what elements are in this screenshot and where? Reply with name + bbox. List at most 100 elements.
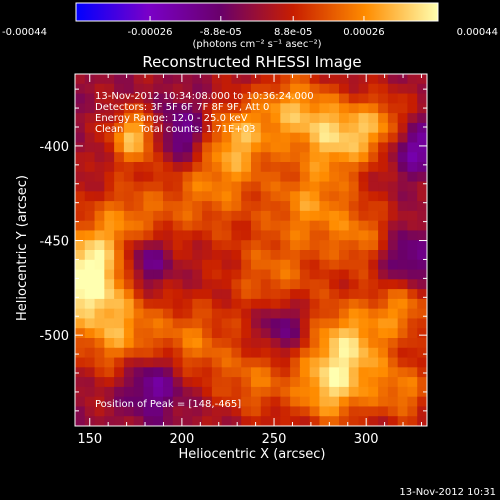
heatmap-cell <box>378 191 389 202</box>
heatmap-cell <box>182 240 193 251</box>
heatmap-cell <box>309 406 321 417</box>
heatmap-cell <box>407 396 418 408</box>
heatmap-cell <box>290 142 301 153</box>
heatmap-cell <box>358 181 369 192</box>
heatmap-cell <box>348 191 360 202</box>
heatmap-cell <box>192 298 203 310</box>
heatmap-cell <box>192 367 203 378</box>
heatmap-cell <box>309 347 321 359</box>
heatmap-cell <box>202 181 213 192</box>
heatmap-cell <box>417 377 427 388</box>
heatmap-cell <box>348 406 360 417</box>
heatmap-cell <box>251 377 262 388</box>
heatmap-cell <box>299 83 311 95</box>
heatmap-cell <box>231 240 242 251</box>
heatmap-cell <box>270 122 281 134</box>
heatmap-cell <box>182 230 193 241</box>
heatmap-cell <box>221 279 233 290</box>
heatmap-cell <box>309 162 321 173</box>
heatmap-cell <box>368 279 379 290</box>
heatmap-cell <box>280 259 291 271</box>
heatmap-cell <box>163 83 174 95</box>
heatmap-cell <box>241 338 252 349</box>
heatmap-cell <box>299 162 311 173</box>
heatmap-cell <box>270 338 281 349</box>
heatmap-cell <box>299 406 311 417</box>
heatmap-cell <box>251 230 262 241</box>
heatmap-cell <box>339 210 350 222</box>
heatmap-cell <box>270 328 281 339</box>
heatmap-cell <box>75 328 86 339</box>
heatmap-cell <box>153 74 164 85</box>
heatmap-cell <box>123 171 135 183</box>
heatmap-cell <box>290 396 301 408</box>
heatmap-cell <box>280 230 291 241</box>
heatmap-cell <box>221 396 233 408</box>
heatmap-cell <box>221 83 233 95</box>
heatmap-cell <box>348 103 360 114</box>
heatmap-cell <box>339 308 350 320</box>
heatmap-cell <box>407 171 418 183</box>
heatmap-cell <box>329 289 340 300</box>
heatmap-cell <box>123 93 135 104</box>
heatmap-cell <box>133 396 145 408</box>
heatmap-cell <box>202 367 213 378</box>
heatmap-cell <box>417 74 427 85</box>
heatmap-cell <box>368 220 379 232</box>
heatmap-cell <box>75 298 86 310</box>
heatmap-cell <box>358 162 369 173</box>
heatmap-cell <box>309 357 321 368</box>
heatmap-cell <box>417 289 427 300</box>
heatmap-cell <box>104 83 115 95</box>
heatmap-cell <box>84 377 96 388</box>
heatmap-cell <box>104 338 115 349</box>
heatmap-cell <box>143 289 154 300</box>
heatmap-cell <box>133 416 145 426</box>
heatmap-cell <box>378 142 389 153</box>
heatmap-cell <box>397 230 409 241</box>
heatmap-cell <box>417 259 427 271</box>
heatmap-cell <box>348 93 360 104</box>
heatmap-cell <box>133 328 145 339</box>
heatmap-cell <box>387 122 399 134</box>
heatmap-cell <box>94 259 105 271</box>
heatmap-cell <box>378 318 389 329</box>
heatmap-cell <box>260 338 272 349</box>
heatmap-cell <box>260 181 272 192</box>
heatmap-cell <box>358 93 369 104</box>
heatmap-cell <box>290 377 301 388</box>
heatmap-cell <box>75 162 86 173</box>
heatmap-cell <box>407 181 418 192</box>
heatmap-cell <box>270 279 281 290</box>
heatmap-cell <box>94 308 105 320</box>
heatmap-cell <box>348 347 360 359</box>
heatmap-cell <box>329 210 340 222</box>
heatmap-cell <box>192 201 203 212</box>
heatmap-cell <box>348 201 360 212</box>
heatmap-cell <box>319 396 330 408</box>
heatmap-cell <box>329 171 340 183</box>
heatmap-cell <box>94 171 105 183</box>
heatmap-cell <box>299 250 311 261</box>
heatmap-cell <box>348 396 360 408</box>
heatmap-cell <box>407 377 418 388</box>
heatmap-cell <box>192 240 203 251</box>
heatmap-cell <box>202 396 213 408</box>
heatmap-cell <box>348 386 360 398</box>
heatmap-cell <box>358 191 369 202</box>
heatmap-cell <box>368 181 379 192</box>
heatmap-cell <box>133 250 145 261</box>
heatmap-cell <box>202 122 213 134</box>
heatmap-cell <box>348 132 360 144</box>
heatmap-cell <box>211 171 223 183</box>
heatmap-cell <box>123 152 135 163</box>
heatmap-cell <box>241 152 252 163</box>
heatmap-cell <box>172 269 184 280</box>
heatmap-cell <box>172 93 184 104</box>
heatmap-cell <box>153 279 164 290</box>
heatmap-cell <box>163 396 174 408</box>
heatmap-cell <box>104 171 115 183</box>
heatmap-cell <box>114 201 125 212</box>
heatmap-cell <box>211 103 223 114</box>
